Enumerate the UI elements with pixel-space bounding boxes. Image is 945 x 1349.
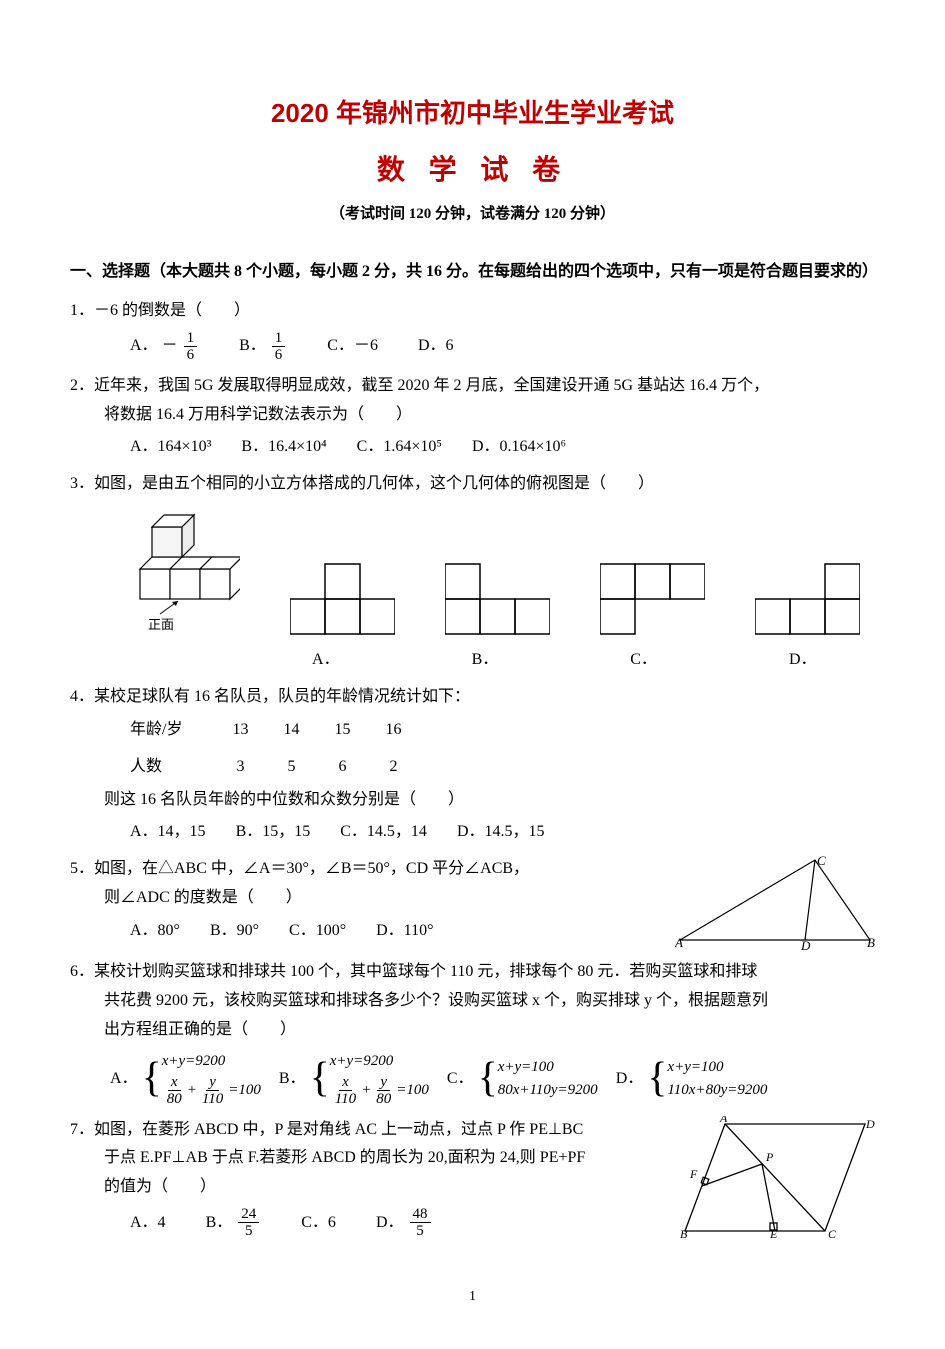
- table-row: 人数 3 5 6 2: [130, 749, 436, 786]
- q3-option-a-figure: [290, 561, 395, 636]
- svg-text:E: E: [769, 1227, 778, 1241]
- q3-label-c: C．: [630, 646, 657, 675]
- q4-option-b: B．15，15: [236, 818, 311, 847]
- q2-option-d: D．0.164×10⁶: [472, 433, 566, 462]
- q2-line2: 将数据 16.4 万用科学记数法表示为（ ）: [70, 401, 875, 430]
- q7-rhombus-figure: A B C D E F P: [680, 1116, 875, 1244]
- question-1: 1．－6 的倒数是（ ） A． － 16 B． 16 C．－6 D．6: [70, 297, 875, 364]
- q7-option-b: B． 245: [206, 1206, 262, 1240]
- q3-label-d: D．: [789, 646, 817, 675]
- q7-option-c: C．6: [301, 1209, 336, 1238]
- svg-text:A: A: [719, 1116, 728, 1125]
- q5-line2: 则∠ADC 的度数是（ ）: [70, 884, 655, 913]
- q6-line2: 共花费 9200 元，该校购买篮球和排球各多少个？设购买篮球 x 个，购买排球 …: [70, 987, 875, 1016]
- q2-option-b: B．16.4×10⁴: [241, 433, 326, 462]
- q2-option-a: A．164×10³: [130, 433, 211, 462]
- q4-line2: 则这 16 名队员年龄的中位数和众数分别是（ ）: [70, 786, 875, 815]
- q7-option-a: A．4: [130, 1209, 166, 1238]
- question-4: 4．某校足球队有 16 名队员，队员的年龄情况统计如下： 年龄/岁 13 14 …: [70, 683, 875, 847]
- q6-line1: 6．某校计划购买篮球和排球共 100 个，其中篮球每个 110 元，排球每个 8…: [70, 958, 875, 987]
- q7-option-d: D． 485: [376, 1206, 433, 1240]
- q4-option-d: D．14.5，15: [457, 818, 545, 847]
- q6-option-c: C． { x+y=100 80x+110y=9200: [447, 1057, 598, 1101]
- q5-option-a: A．80°: [130, 917, 180, 946]
- q1-option-d: D．6: [418, 332, 454, 361]
- q2-option-c: C．1.64×10⁵: [357, 433, 442, 462]
- q6-option-a: A． { x+y=9200 x80 + y110 =100: [110, 1051, 261, 1108]
- svg-text:P: P: [765, 1150, 774, 1164]
- q3-option-d-figure: [755, 561, 860, 636]
- svg-text:A: A: [675, 935, 683, 950]
- q5-option-c: C．100°: [289, 917, 346, 946]
- svg-text:D: D: [800, 938, 811, 950]
- q6-option-b: B． { x+y=9200 x110 + y80 =100: [279, 1051, 429, 1108]
- question-3: 3．如图，是由五个相同的小立方体搭成的几何体，这个几何体的俯视图是（ ）: [70, 470, 875, 675]
- svg-text:C: C: [828, 1227, 837, 1241]
- table-row: 年龄/岁 13 14 15 16: [130, 712, 436, 749]
- question-6: 6．某校计划购买篮球和排球共 100 个，其中篮球每个 110 元，排球每个 8…: [70, 958, 875, 1107]
- q7-line3: 的值为（ ）: [70, 1173, 660, 1202]
- question-2: 2．近年来，我国 5G 发展取得明显成效，截至 2020 年 2 月底，全国建设…: [70, 372, 875, 462]
- page-number: 1: [70, 1284, 875, 1309]
- q5-option-d: D．110°: [376, 917, 433, 946]
- q2-line1: 2．近年来，我国 5G 发展取得明显成效，截至 2020 年 2 月底，全国建设…: [70, 372, 875, 401]
- q5-triangle-figure: A B C D: [675, 855, 875, 950]
- svg-text:B: B: [680, 1227, 688, 1241]
- q4-option-c: C．14.5，14: [340, 818, 427, 847]
- q1-option-a: A． － 16: [130, 330, 199, 364]
- q3-option-b-figure: [445, 561, 550, 636]
- q5-option-b: B．90°: [210, 917, 259, 946]
- svg-text:F: F: [689, 1167, 698, 1181]
- q7-line1: 7．如图，在菱形 ABCD 中，P 是对角线 AC 上一动点，过点 P 作 PE…: [70, 1116, 660, 1145]
- q4-text: 4．某校足球队有 16 名队员，队员的年龄情况统计如下：: [70, 683, 875, 712]
- section-1-header: 一、选择题（本大题共 8 个小题，每小题 2 分，共 16 分。在每题给出的四个…: [70, 258, 875, 287]
- question-5: 5．如图，在△ABC 中，∠A＝30°，∠B＝50°，CD 平分∠ACB， 则∠…: [70, 855, 875, 950]
- exam-title-sub: 数 学 试 卷: [70, 145, 875, 195]
- q3-text: 3．如图，是由五个相同的小立方体搭成的几何体，这个几何体的俯视图是（ ）: [70, 470, 875, 499]
- svg-text:D: D: [865, 1117, 875, 1131]
- svg-text:B: B: [867, 935, 875, 950]
- question-7: 7．如图，在菱形 ABCD 中，P 是对角线 AC 上一动点，过点 P 作 PE…: [70, 1116, 875, 1244]
- exam-title-info: （考试时间 120 分钟，试卷满分 120 分钟）: [70, 201, 875, 228]
- q3-label-b: B．: [472, 646, 499, 675]
- q3-label-a: A．: [312, 646, 340, 675]
- q6-line3: 出方程组正确的是（ ）: [70, 1016, 875, 1045]
- q7-line2: 于点 E.PF⊥AB 于点 F.若菱形 ABCD 的周长为 20,面积为 24,…: [70, 1144, 660, 1173]
- q4-option-a: A．14，15: [130, 818, 206, 847]
- q5-line1: 5．如图，在△ABC 中，∠A＝30°，∠B＝50°，CD 平分∠ACB，: [70, 855, 655, 884]
- q1-option-c: C．－6: [327, 332, 378, 361]
- q1-text: 1．－6 的倒数是（ ）: [70, 297, 875, 326]
- q4-table: 年龄/岁 13 14 15 16 人数 3 5 6 2: [130, 712, 436, 786]
- exam-title-main: 2020 年锦州市初中毕业生学业考试: [70, 90, 875, 137]
- svg-text:C: C: [817, 855, 826, 868]
- q3-solid-figure: 正面: [130, 509, 240, 636]
- q3-option-c-figure: [600, 561, 705, 636]
- q6-option-d: D． { x+y=100 110x+80y=9200: [616, 1057, 768, 1101]
- front-label: 正面: [148, 613, 240, 636]
- q1-option-b: B． 16: [239, 330, 287, 364]
